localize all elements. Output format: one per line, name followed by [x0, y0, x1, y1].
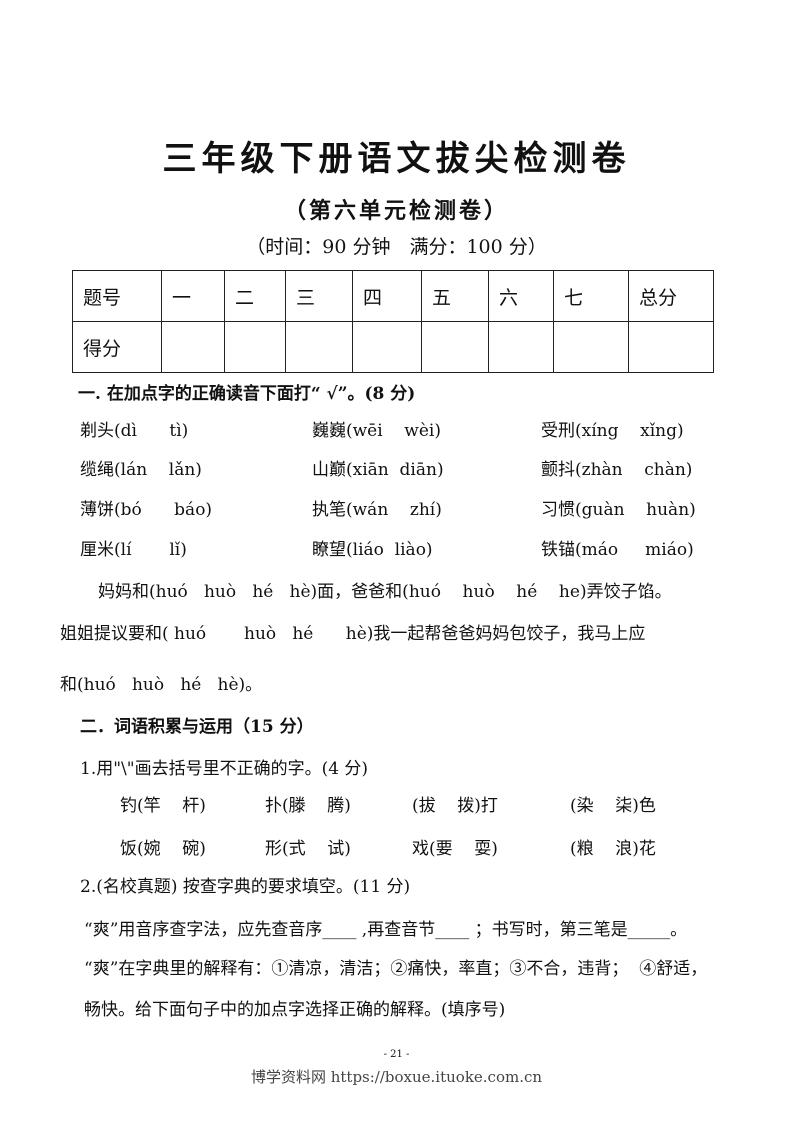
- header-row: 题号 一 二 三 四 五 六 七 总分: [72, 270, 714, 322]
- cell: 二: [224, 270, 286, 322]
- cell: 得分: [72, 321, 162, 373]
- line: “爽”在字典里的解释有：①清凉，清洁；②痛快，率直；③不合，违背； ④舒适，: [84, 959, 708, 979]
- cell: [352, 321, 422, 373]
- score-table: 题号 一 二 三 四 五 六 七 总分 得分: [72, 270, 714, 373]
- line: 畅快。给下面句子中的加点字选择正确的解释。(填序号): [84, 1000, 506, 1020]
- reading-item: 山巅(xiān diān): [312, 460, 444, 480]
- paragraph: 姐姐提议要和( huó huò hé hè)我一起帮爸爸妈妈包饺子，我马上应: [60, 624, 646, 644]
- reading-item: 颤抖(zhàn chàn): [541, 460, 693, 480]
- subtitle: （第六单元检测卷）: [283, 198, 509, 224]
- word-item: 扑(滕 腾): [265, 796, 351, 816]
- cell: 三: [285, 270, 353, 322]
- question: 1.用"\"画去括号里不正确的字。(4 分): [80, 759, 369, 779]
- info: （时间：90 分钟 满分：100 分）: [246, 236, 547, 258]
- line: “爽”用音序查字法，应先查音序____ ,再查音节____ ；书写时，第三笔是_…: [84, 920, 688, 940]
- page-number: - 21 -: [383, 1049, 410, 1060]
- cell: [628, 321, 714, 373]
- watermark: 博学资料网 https://boxue.ituoke.com.cn: [250, 1068, 543, 1086]
- cell: [553, 321, 629, 373]
- cell: [421, 321, 489, 373]
- reading-item: 瞭望(liáo liào): [312, 540, 433, 560]
- reading-item: 缆绳(lán lǎn): [80, 460, 202, 480]
- paragraph: 妈妈和(huó huò hé hè)面，爸爸和(huó huò hé he)弄饺…: [98, 582, 672, 602]
- word-item: (粮 浪)花: [570, 839, 656, 859]
- word-item: 戏(要 耍): [412, 839, 498, 859]
- cell: 七: [553, 270, 629, 322]
- cell: [285, 321, 353, 373]
- word-item: (拔 拨)打: [412, 796, 498, 816]
- paragraph: 和(huó huò hé hè)。: [60, 675, 263, 695]
- cell: 五: [421, 270, 489, 322]
- reading-item: 受刑(xíng xǐng): [541, 421, 684, 441]
- section-title: 一. 在加点字的正确读音下面打“ √”。(8 分): [78, 384, 416, 404]
- word-item: 饭(婉 碗): [120, 839, 206, 859]
- cell: 总分: [628, 270, 714, 322]
- reading-item: 薄饼(bó báo): [80, 500, 213, 520]
- cell: 四: [352, 270, 422, 322]
- question: 2.(名校真题) 按查字典的要求填空。(11 分): [80, 877, 411, 897]
- reading-item: 剃头(dì tì): [80, 421, 189, 441]
- cell: 题号: [72, 270, 162, 322]
- cell: [161, 321, 225, 373]
- cell: [224, 321, 286, 373]
- reading-item: 习惯(guàn huàn): [541, 500, 696, 520]
- title: 三年级下册语文拔尖检测卷: [162, 139, 631, 179]
- section-title: 二．词语积累与运用（15 分）: [80, 717, 314, 737]
- word-item: 形(式 试): [265, 839, 351, 859]
- reading-item: 巍巍(wēi wèi): [312, 421, 441, 441]
- word-item: 钓(竿 杆): [120, 796, 206, 816]
- score-row: 得分: [72, 321, 714, 373]
- reading-item: 执笔(wán zhí): [312, 500, 442, 520]
- reading-item: 铁锚(máo miáo): [541, 540, 694, 560]
- word-item: (染 柒)色: [570, 796, 656, 816]
- cell: [488, 321, 554, 373]
- reading-item: 厘米(lí lǐ): [80, 540, 187, 560]
- cell: 六: [488, 270, 554, 322]
- cell: 一: [161, 270, 225, 322]
